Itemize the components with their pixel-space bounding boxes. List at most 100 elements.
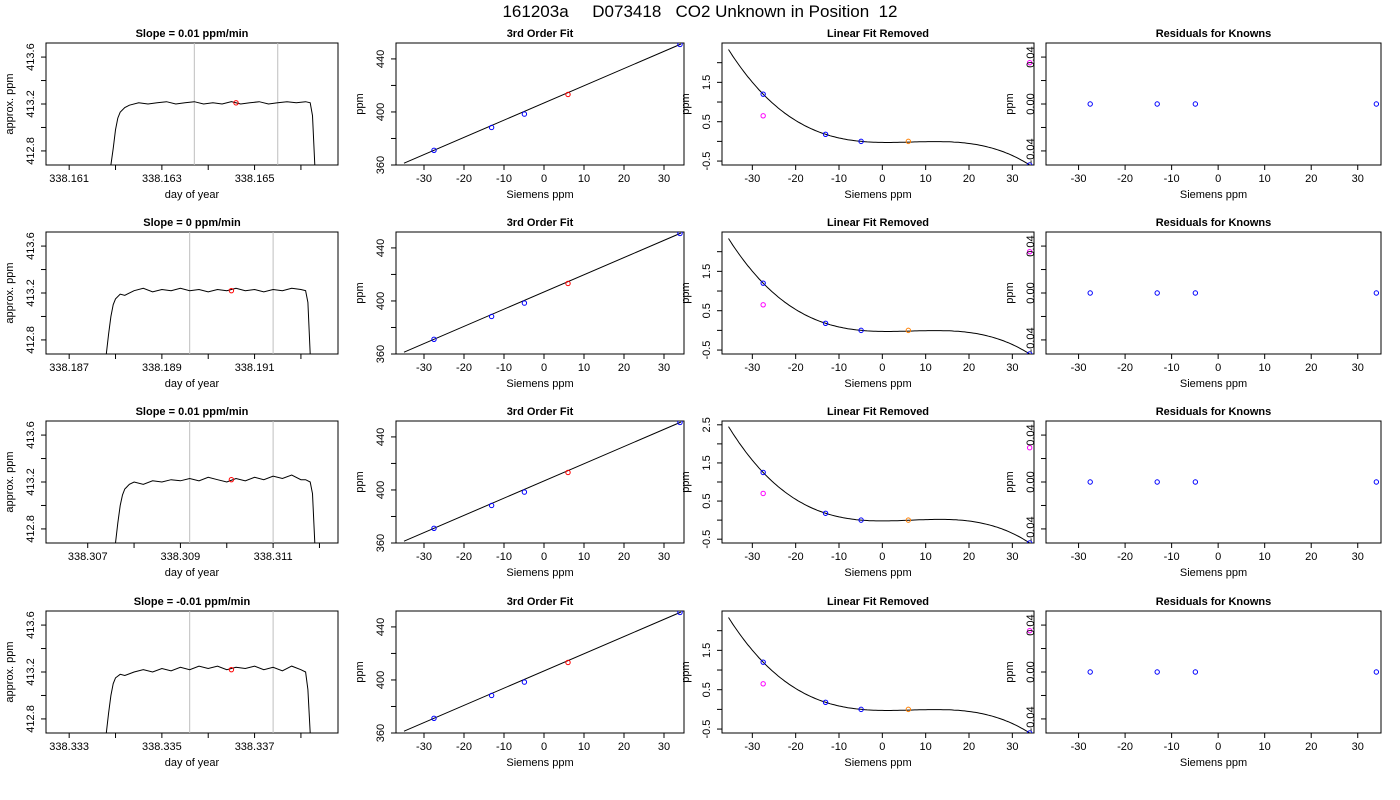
y-tick-label: 412.8: [25, 705, 37, 733]
x-tick-label: 10: [920, 173, 932, 185]
x-tick-label: 0: [541, 173, 547, 185]
x-tick-label: -10: [1164, 173, 1180, 185]
panel-title: Linear Fit Removed: [827, 406, 929, 418]
panel-title: Slope = 0 ppm/min: [143, 217, 241, 229]
plot-frame: [395, 420, 685, 544]
x-tick-label: 20: [618, 551, 630, 563]
known-point: [677, 611, 683, 616]
residual-point: [1373, 669, 1380, 675]
y-tick-label: 0.04: [1025, 614, 1037, 635]
x-axis-label: Siemens ppm: [844, 378, 911, 390]
y-axis-label: ppm: [1004, 93, 1016, 114]
x-tick-label: 10: [920, 741, 932, 753]
x-tick-label: -10: [496, 173, 512, 185]
residuals-panel: Residuals for Knowns Siemens ppm ppm -30 -20…: [1004, 28, 1382, 201]
x-axis-label: Siemens ppm: [1180, 378, 1247, 390]
y-axis-label: ppm: [354, 93, 366, 114]
raw-point: [1026, 248, 1033, 255]
x-axis-label: Siemens ppm: [1180, 189, 1247, 201]
y-tick-label: 0.5: [701, 493, 713, 508]
y-axis-label: ppm: [1004, 661, 1016, 682]
y-axis-label: ppm: [1004, 282, 1016, 303]
unknown-point: [565, 91, 571, 98]
y-axis-label: ppm: [354, 282, 366, 303]
x-tick-label: 30: [1352, 173, 1364, 185]
plot-area: [403, 611, 683, 732]
x-tick-label: 0: [541, 362, 547, 374]
x-tick-label: -10: [831, 362, 847, 374]
raw-point: [760, 681, 766, 687]
raw-point: [1026, 444, 1033, 451]
known-point: [822, 320, 829, 327]
known-point: [760, 659, 766, 665]
unknown-point: [905, 517, 912, 523]
known-point: [858, 517, 864, 523]
y-axis-label: approx. ppm: [4, 73, 16, 134]
y-tick-label: 400: [375, 292, 387, 310]
figure-title: 161203a D073418 CO2 Unknown in Position …: [502, 2, 898, 21]
x-tick-label: -20: [1117, 173, 1133, 185]
x-tick-label: 338.337: [235, 741, 275, 753]
plot-frame: [45, 231, 339, 355]
residual-point: [1192, 479, 1199, 485]
x-axis-label: Siemens ppm: [506, 567, 573, 579]
x-tick-label: -10: [831, 741, 847, 753]
y-tick-label: -0.5: [701, 720, 713, 739]
x-tick-label: 10: [1259, 362, 1271, 374]
linear-removed-panel: Linear Fit Removed Siemens ppm ppm -30 -20 -1…: [680, 28, 1035, 201]
x-tick-label: 10: [1259, 551, 1271, 563]
plot-frame: [395, 231, 685, 355]
x-tick-label: 0: [879, 362, 885, 374]
y-tick-label: 0.00: [1025, 661, 1037, 682]
known-point: [431, 525, 437, 531]
known-point: [521, 679, 528, 685]
y-tick-label: 440: [375, 239, 387, 257]
y-tick-label: 440: [375, 428, 387, 446]
residuals-panel: Residuals for Knowns Siemens ppm ppm -30 -20…: [1004, 406, 1382, 579]
panel-title: Residuals for Knowns: [1156, 596, 1272, 608]
x-axis-label: Siemens ppm: [506, 757, 573, 769]
x-tick-label: 338.335: [142, 741, 182, 753]
x-tick-label: 10: [578, 741, 590, 753]
y-tick-label: 0.04: [1025, 46, 1037, 67]
y-tick-label: 0.00: [1025, 282, 1037, 303]
panel-title: Residuals for Knowns: [1156, 217, 1272, 229]
panel-title: Linear Fit Removed: [827, 28, 929, 40]
x-axis-label: Siemens ppm: [844, 567, 911, 579]
unknown-point: [905, 327, 912, 334]
x-tick-label: 30: [1006, 741, 1018, 753]
fit-panel: 3rd Order Fit Siemens ppm ppm -30 -20 -10 0 10 2…: [354, 28, 685, 201]
y-axis-label: ppm: [680, 661, 692, 682]
y-tick-label: 412.8: [25, 326, 37, 354]
raw-point: [1026, 627, 1033, 634]
y-axis-label: ppm: [680, 93, 692, 114]
y-tick-label: 400: [375, 481, 387, 499]
fit-panel: 3rd Order Fit Siemens ppm ppm -30 -20 -10 0 10 2…: [354, 217, 685, 390]
x-tick-label: -20: [1117, 362, 1133, 374]
y-tick-label: -0.5: [701, 530, 713, 549]
y-tick-label: 413.6: [25, 232, 37, 260]
fit-line: [403, 421, 681, 542]
panel-title: Slope = 0.01 ppm/min: [136, 406, 249, 418]
known-point: [858, 327, 864, 334]
residual-point: [1373, 479, 1380, 485]
y-tick-label: -0.04: [1025, 706, 1037, 731]
known-point: [822, 131, 829, 138]
panel-title: 3rd Order Fit: [507, 217, 574, 229]
residual-point: [1087, 290, 1093, 296]
x-tick-label: -10: [496, 362, 512, 374]
residual-point: [1154, 479, 1160, 485]
known-point: [1026, 351, 1033, 354]
x-tick-label: -20: [456, 741, 472, 753]
x-tick-label: -10: [831, 551, 847, 563]
y-tick-label: 440: [375, 618, 387, 636]
x-tick-label: 338.189: [142, 362, 182, 374]
trace-panel: Slope = 0 ppm/min day of year approx. ppm 3…: [4, 217, 339, 390]
y-tick-label: 413.6: [25, 611, 37, 639]
y-tick-label: -0.04: [1025, 327, 1037, 352]
y-tick-label: 2.5: [701, 417, 713, 432]
residual-point: [1192, 290, 1199, 296]
x-tick-label: 20: [618, 173, 630, 185]
plot-frame: [45, 610, 339, 734]
